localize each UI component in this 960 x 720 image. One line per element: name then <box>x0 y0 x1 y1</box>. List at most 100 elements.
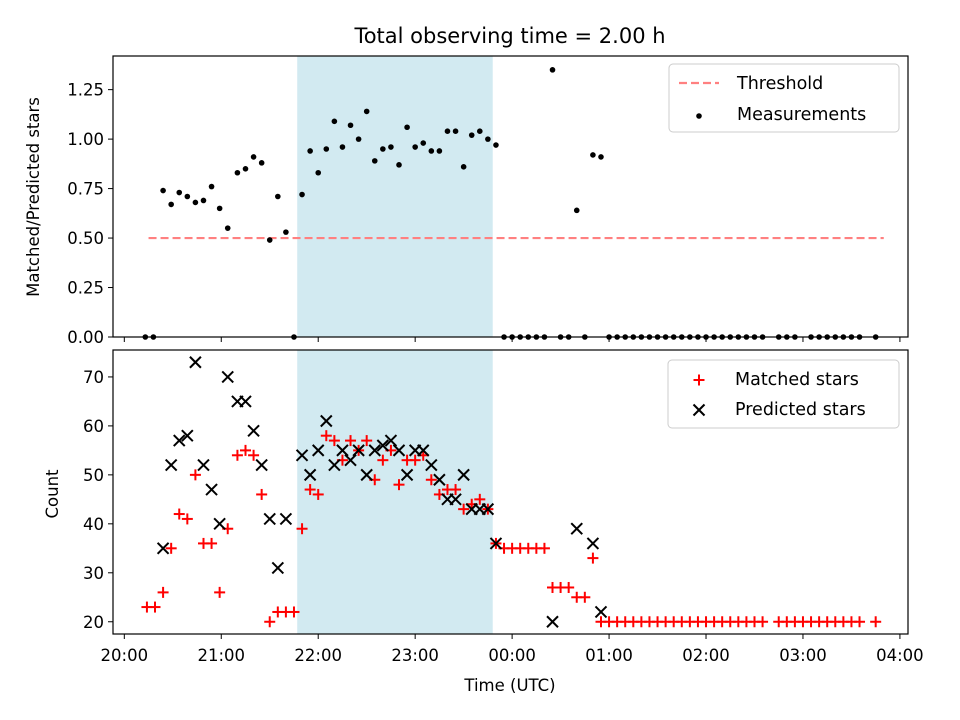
measurement-point <box>208 183 215 190</box>
predicted-star-point-b <box>457 468 470 482</box>
measurement-point <box>444 128 451 134</box>
measurement-point <box>355 136 362 142</box>
measurement-point <box>234 169 241 176</box>
bottom-panel: 20 30 40 50 60 70 20:00 21:00 22:00 23:00 00:00 01:… <box>83 349 924 665</box>
top-y-tick-label: 0.50 <box>67 229 104 248</box>
legend-predicted-label: Predicted stars <box>735 400 866 420</box>
measurement-point <box>339 144 346 150</box>
bottom-x-tick-label: 03:00 <box>779 646 827 665</box>
matched-star-point <box>361 435 373 447</box>
legend-measurement-marker <box>696 113 702 119</box>
measurement-point <box>200 197 207 204</box>
predicted-star-point <box>336 444 349 457</box>
predicted-star-point-b <box>336 444 349 457</box>
matched-star-point <box>458 503 470 515</box>
measurement-point <box>428 148 435 154</box>
measurement-point <box>266 237 273 243</box>
top-observing-window <box>297 56 493 337</box>
predicted-star-point <box>328 458 341 472</box>
predicted-star-point <box>360 468 373 482</box>
measurement-point <box>307 148 313 154</box>
bottom-x-tick-label: 02:00 <box>682 646 730 665</box>
predicted-star-point <box>303 468 317 482</box>
predicted-star-point-b <box>352 444 365 457</box>
predicted-star-point <box>449 493 462 506</box>
predicted-star-point <box>279 512 293 526</box>
predicted-star-point <box>263 512 276 526</box>
measurement-point <box>299 191 305 198</box>
predicted-star-point-b <box>449 493 462 506</box>
bottom-y-axis-label: Count <box>43 469 62 519</box>
top-axes-frame <box>112 55 909 338</box>
matched-star-point <box>563 581 575 593</box>
predicted-star-point-b <box>312 444 325 457</box>
predicted-star-point-b <box>586 537 600 550</box>
predicted-star-point <box>425 458 438 472</box>
predicted-star-point <box>213 517 226 531</box>
measurement-point <box>371 158 378 164</box>
top-y-tick-label: 1.00 <box>67 130 104 149</box>
predicted-star-point <box>221 370 234 384</box>
predicted-star-point-b <box>570 522 583 535</box>
predicted-star-point-b <box>263 512 276 526</box>
bottom-y-tick-label: 70 <box>83 368 104 387</box>
predicted-star-point <box>344 453 357 467</box>
legend-predicted-cross <box>692 403 706 417</box>
predicted-star-point <box>546 615 559 628</box>
measurement-point <box>412 144 418 150</box>
matched-star-point <box>296 523 308 535</box>
matched-star-point <box>312 488 324 500</box>
legend-predicted-marker <box>692 403 706 417</box>
predicted-star-point-b <box>205 483 218 496</box>
x-axis-label: Time (UTC) <box>463 676 555 695</box>
predicted-star-point <box>271 561 285 575</box>
measurement-point <box>549 67 556 73</box>
matched-star-point <box>304 484 316 496</box>
matched-star-point <box>181 513 193 525</box>
predicted-star-point <box>255 458 268 472</box>
top-y-tick-label: 1.25 <box>67 81 104 100</box>
predicted-star-point <box>320 414 333 428</box>
measurement-point <box>363 108 370 115</box>
predicted-star-point <box>417 444 430 457</box>
matched-star-point <box>264 616 276 628</box>
predicted-star-point <box>586 537 600 550</box>
predicted-star-point-b <box>392 444 406 457</box>
predicted-star-point-b <box>197 458 210 472</box>
predicted-star-point-b <box>376 439 390 452</box>
measurement-point <box>573 207 580 214</box>
matched-star-point <box>328 435 340 447</box>
matched-star-point <box>757 616 769 628</box>
predicted-star-point <box>352 444 365 457</box>
matched-star-point <box>538 542 550 554</box>
predicted-star-point <box>239 395 252 408</box>
matched-star-point <box>320 430 332 442</box>
matched-star-point <box>206 537 218 549</box>
measurement-point <box>176 189 183 196</box>
measurement-point <box>168 201 174 208</box>
predicted-star-point <box>594 605 608 619</box>
measurement-point <box>184 193 191 200</box>
bottom-y-tick-label: 30 <box>83 564 104 583</box>
predicted-star-point <box>173 434 186 447</box>
measurement-point <box>315 169 322 176</box>
matched-star-point <box>393 479 405 491</box>
legend-predicted-cross-b <box>692 403 706 417</box>
matched-star-point <box>256 488 268 500</box>
matched-star-point <box>173 508 185 520</box>
predicted-star-point <box>189 356 202 369</box>
top-panel: 0.00 0.25 0.50 0.75 1.00 1.25 <box>67 55 909 347</box>
matched-star-point <box>231 449 243 461</box>
predicted-star-point-b <box>328 458 341 472</box>
measurement-point <box>250 154 257 160</box>
matched-star-point <box>425 474 437 486</box>
matched-star-point <box>248 449 260 461</box>
bottom-x-tick-label: 04:00 <box>876 646 924 665</box>
matched-star-point <box>214 586 226 598</box>
predicted-star-point-b <box>295 449 309 462</box>
measurement-point <box>485 136 491 142</box>
matched-star-point <box>345 435 357 447</box>
predicted-star-point-b <box>546 615 559 628</box>
measurement-point <box>493 142 499 148</box>
predicted-star-point-b <box>384 434 398 447</box>
